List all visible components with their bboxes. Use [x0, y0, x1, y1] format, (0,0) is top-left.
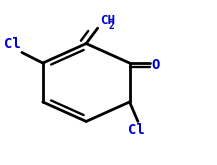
- Text: Cl: Cl: [4, 37, 21, 51]
- Text: O: O: [152, 58, 160, 72]
- Text: CH: CH: [100, 14, 115, 27]
- Text: 2: 2: [108, 21, 114, 31]
- Text: Cl: Cl: [128, 123, 145, 137]
